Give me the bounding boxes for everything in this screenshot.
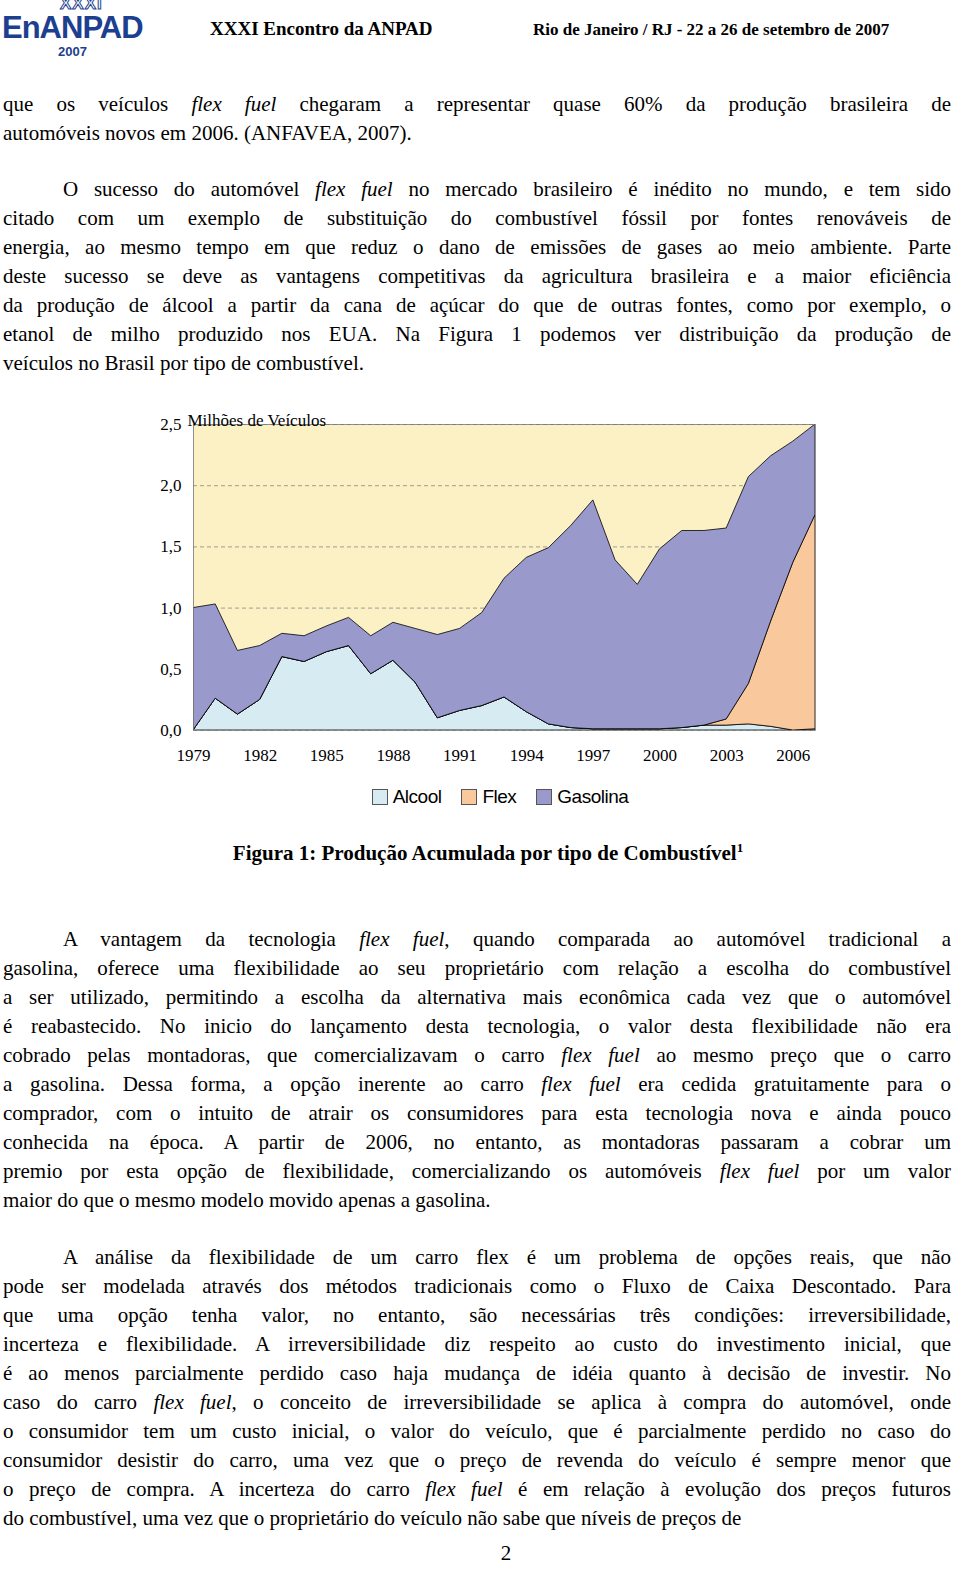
html-text:Flex: Flex <box>482 786 517 807</box>
html-text:a gasolina. Dessa forma, a opç: a gasolina. Dessa forma, a opção inerent… <box>3 1072 951 1096</box>
html-text:etanol de milho produzido nos: etanol de milho produzido nos EUA. Na Fi… <box>3 322 951 346</box>
html-text:Rio de Janeiro / RJ - 22 a 26: Rio de Janeiro / RJ - 22 a 26 de setembr… <box>533 20 890 39</box>
html-text:2: 2 <box>500 1541 512 1565</box>
html-text:energia, ao mesmo tempo em que: energia, ao mesmo tempo em que reduz o d… <box>3 235 951 259</box>
html-text:EnANPAD: EnANPAD <box>2 10 143 45</box>
svg-text:1,0: 1,0 <box>160 599 181 618</box>
html-text:Gasolina: Gasolina <box>557 786 629 807</box>
html-text:automóveis novos em 2006. (ANF: automóveis novos em 2006. (ANFAVEA, 2007… <box>3 121 412 145</box>
svg-text:1994: 1994 <box>510 746 545 765</box>
html-text:da produção de álcool a partir: da produção de álcool a partir da cana d… <box>3 293 951 317</box>
html-text:o consumidor tem um custo inic: o consumidor tem um custo inicial, o val… <box>3 1419 951 1443</box>
html-text:pode ser modelada através dos: pode ser modelada através dos métodos tr… <box>3 1274 951 1298</box>
svg-text:2,5: 2,5 <box>160 415 181 434</box>
html-text:deste sucesso se deve as vanta: deste sucesso se deve as vantagens compe… <box>3 264 951 288</box>
svg-text:1988: 1988 <box>376 746 410 765</box>
html-text:do combustível, uma vez que o: do combustível, uma vez que o proprietár… <box>3 1506 742 1530</box>
html-text:cobrado pelas montadoras, que: cobrado pelas montadoras, que comerciali… <box>3 1043 951 1067</box>
html-text:caso do carro flex fuel, o con: caso do carro flex fuel, o conceito de i… <box>3 1390 951 1414</box>
html-text:Figura 1: Produção Acumulada p: Figura 1: Produção Acumulada por tipo de… <box>232 840 744 865</box>
html-text:2007: 2007 <box>58 44 87 59</box>
svg-text:1991: 1991 <box>443 746 477 765</box>
svg-text:1979: 1979 <box>177 746 211 765</box>
svg-text:2,0: 2,0 <box>160 476 181 495</box>
html-text:Alcool: Alcool <box>392 786 442 807</box>
svg-text:1982: 1982 <box>243 746 277 765</box>
svg-text:0,0: 0,0 <box>160 721 181 740</box>
html-text:comprador, com o intuito de at: comprador, com o intuito de atrair os co… <box>3 1101 951 1125</box>
html-text:maior do que o mesmo modelo mo: maior do que o mesmo modelo movido apena… <box>3 1188 491 1212</box>
svg-text:0,5: 0,5 <box>160 660 181 679</box>
html-text:o preço de compra. A incerteza: o preço de compra. A incerteza do carro … <box>3 1477 951 1501</box>
html-text:veículos no Brasil por tipo de: veículos no Brasil por tipo de combustív… <box>3 351 364 375</box>
svg-text:1985: 1985 <box>310 746 344 765</box>
svg-text:1,5: 1,5 <box>160 537 181 556</box>
html-text:gasolina, oferece uma flexibil: gasolina, oferece uma flexibilidade ao s… <box>3 956 951 980</box>
html-text:A análise da flexibilidade de: A análise da flexibilidade de um carro f… <box>63 1245 951 1269</box>
html-text:O sucesso do automóvel flex fu: O sucesso do automóvel flex fuel no merc… <box>63 177 951 201</box>
html-text:que os veículos flex fuel cheg: que os veículos flex fuel chegaram a rep… <box>3 92 951 116</box>
html-text:a ser utilizado, permitindo a: a ser utilizado, permitindo a escolha da… <box>3 985 951 1009</box>
html-text:consumidor desistir do carro,: consumidor desistir do carro, uma vez qu… <box>3 1448 951 1472</box>
svg-text:2006: 2006 <box>776 746 810 765</box>
html-text:que uma opção tenha valor, no: que uma opção tenha valor, no entanto, s… <box>3 1303 951 1327</box>
svg-text:1997: 1997 <box>576 746 611 765</box>
html-text:citado com um exemplo de subst: citado com um exemplo de substituição do… <box>3 206 951 230</box>
html-text:é reabastecido. No inicio do l: é reabastecido. No inicio do lançamento … <box>3 1014 951 1038</box>
html-text:incerteza e flexibilidade. A i: incerteza e flexibilidade. A irreversibi… <box>3 1332 951 1356</box>
svg-text:2003: 2003 <box>710 746 744 765</box>
html-text:A vantagem da tecnologia flex: A vantagem da tecnologia flex fuel, quan… <box>63 927 951 951</box>
html-text:premio por esta opção de flexi: premio por esta opção de flexibilidade, … <box>3 1159 951 1183</box>
html-text:é ao menos parcialmente perdid: é ao menos parcialmente perdido caso haj… <box>3 1361 951 1385</box>
html-text:conhecida na época. A partir d: conhecida na época. A partir de 2006, no… <box>3 1130 951 1154</box>
svg-text:Milhões de Veículos: Milhões de Veículos <box>188 411 327 430</box>
svg-text:2000: 2000 <box>643 746 677 765</box>
html-text:XXXI Encontro da ANPAD: XXXI Encontro da ANPAD <box>210 18 433 39</box>
